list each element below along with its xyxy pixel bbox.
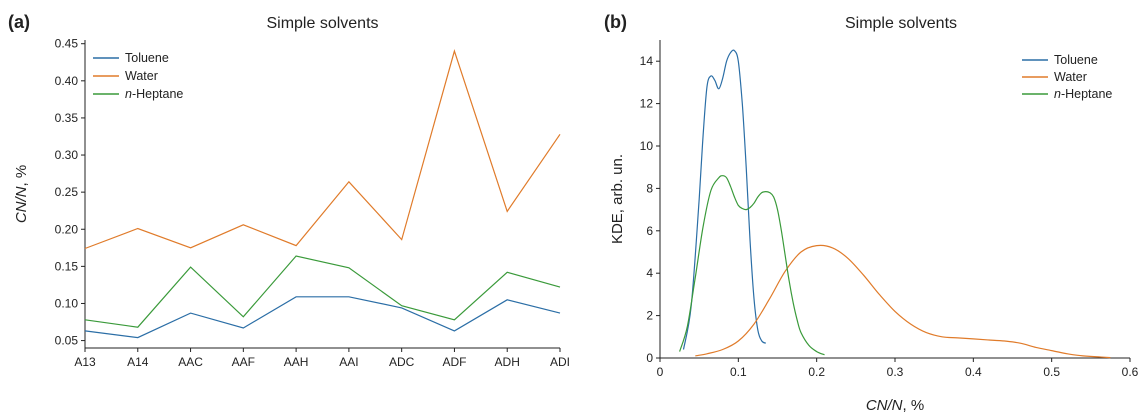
x-tick-label-a: ADI — [550, 355, 570, 369]
y-tick-label-a: 0.30 — [55, 148, 79, 162]
x-tick-label-b: 0.6 — [1122, 365, 1139, 379]
y-tick-label-b: 14 — [640, 54, 654, 68]
y-tick-label-b: 4 — [646, 266, 653, 280]
y-tick-label-b: 6 — [646, 224, 653, 238]
y-tick-label-a: 0.05 — [55, 334, 79, 348]
x-tick-label-b: 0.4 — [965, 365, 982, 379]
y-tick-label-b: 8 — [646, 181, 653, 195]
x-axis-label-b: CN/N, % — [866, 397, 924, 414]
panel-a: (a) Simple solvents 0.05 0.10 0.15 0.20 0.25 0.… — [8, 12, 570, 369]
y-tick-label-a: 0.20 — [55, 222, 79, 236]
x-tick-label-b: 0.1 — [730, 365, 747, 379]
legend-label-b: Toluene — [1054, 53, 1098, 67]
x-tick-label-b: 0.2 — [808, 365, 825, 379]
y-tick-label-a: 0.40 — [55, 74, 79, 88]
series-line-b-n-heptane — [679, 175, 825, 356]
y-tick-label-a: 0.35 — [55, 111, 79, 125]
legend-label-a: n-Heptane — [125, 87, 183, 101]
x-tick-label-a: ADH — [495, 355, 520, 369]
x-tick-label-a: A14 — [127, 355, 149, 369]
y-tick-label-b: 0 — [646, 351, 653, 365]
y-tick-label-b: 2 — [646, 309, 653, 323]
x-tick-label-b: 0.5 — [1043, 365, 1060, 379]
x-tick-label-a: A13 — [74, 355, 96, 369]
y-tick-label-a: 0.15 — [55, 259, 79, 273]
y-tick-label-a: 0.25 — [55, 185, 79, 199]
legend-label-a: Water — [125, 69, 158, 83]
x-tick-label-a: ADF — [442, 355, 466, 369]
y-tick-label-b: 12 — [640, 97, 654, 111]
chart-title-a: Simple solvents — [266, 15, 378, 32]
series-line-b-toluene — [682, 49, 767, 350]
legend-label-b: n-Heptane — [1054, 87, 1112, 101]
panel-b: (b) Simple solvents 0 2 4 6 8 10 12 14 0 0.1 0.2 0.3 0… — [604, 12, 1139, 414]
x-tick-label-a: AAI — [339, 355, 358, 369]
y-tick-label-b: 10 — [640, 139, 654, 153]
panel-label-b: (b) — [604, 12, 627, 32]
x-tick-label-a: ADC — [389, 355, 415, 369]
series-line-a-toluene — [84, 296, 561, 339]
y-tick-label-a: 0.10 — [55, 296, 79, 310]
series-line-b-water — [695, 244, 1111, 359]
y-tick-label-a: 0.45 — [55, 37, 79, 51]
series-line-a-n-heptane — [84, 255, 561, 328]
legend-label-b: Water — [1054, 70, 1087, 84]
y-axis-label-b: KDE, arb. un. — [609, 154, 626, 244]
x-tick-label-b: 0 — [657, 365, 664, 379]
panel-label-a: (a) — [8, 12, 30, 32]
x-tick-label-a: AAC — [178, 355, 203, 369]
legend-label-a: Toluene — [125, 51, 169, 65]
series-line-a-water — [84, 49, 561, 250]
chart-title-b: Simple solvents — [845, 15, 957, 32]
x-tick-label-a: AAH — [284, 355, 309, 369]
x-tick-label-b: 0.3 — [887, 365, 904, 379]
y-axis-label-a: CN/N, % — [13, 165, 30, 223]
x-tick-label-a: AAF — [232, 355, 255, 369]
